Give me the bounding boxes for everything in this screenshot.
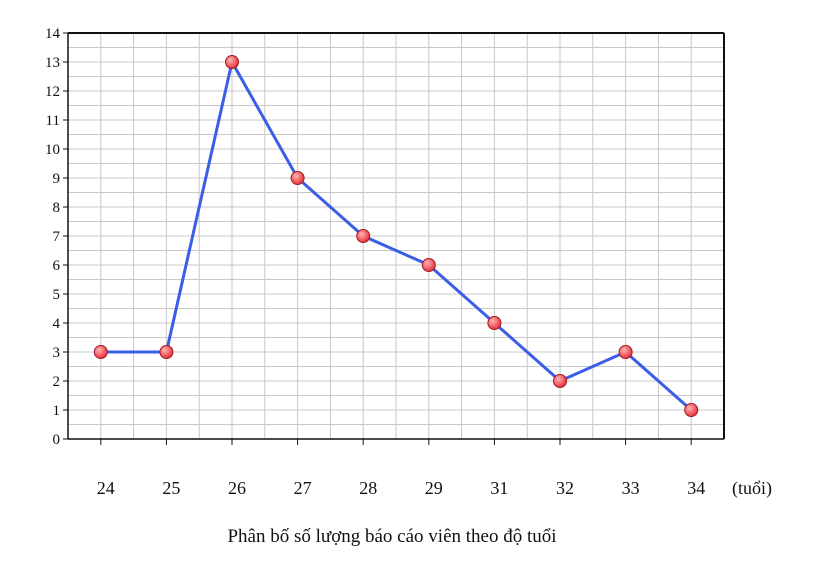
y-tick-label: 14 [45, 26, 61, 42]
x-unit-label: (tuổi) [732, 478, 772, 499]
data-point [290, 171, 305, 185]
x-tick-label: 25 [162, 478, 180, 498]
x-tick-label: 31 [490, 478, 508, 498]
x-tick-label: 26 [228, 478, 246, 498]
y-tick-label: 13 [45, 55, 60, 71]
data-point [356, 229, 371, 243]
y-tick-label: 0 [53, 432, 61, 448]
x-tick-label: 28 [359, 478, 377, 498]
y-tick-label: 8 [53, 200, 61, 216]
data-point [487, 316, 502, 330]
x-tick-label: 33 [622, 478, 640, 498]
y-tick-label: 7 [53, 229, 61, 245]
x-tick-label: 24 [97, 478, 115, 498]
y-tick-label: 3 [53, 345, 61, 361]
data-point [553, 374, 567, 388]
x-tick-label: 32 [556, 478, 574, 498]
data-point [225, 55, 239, 69]
y-tick-label: 6 [53, 258, 61, 274]
data-point [618, 345, 633, 359]
y-tick-label: 4 [53, 316, 61, 332]
x-axis-ticks: 24 25 26 27 28 29 31 32 33 34 [97, 439, 705, 498]
y-tick-label: 12 [45, 84, 60, 100]
x-tick-label: 27 [294, 478, 312, 498]
data-point [159, 345, 174, 359]
y-tick-label: 11 [46, 113, 60, 129]
y-tick-label: 1 [53, 403, 61, 419]
x-tick-label: 34 [687, 478, 705, 498]
y-tick-label: 9 [53, 171, 61, 187]
data-point [421, 258, 436, 272]
data-points [93, 55, 699, 417]
grid-lines [68, 32, 725, 440]
x-tick-label: 29 [425, 478, 443, 498]
data-point [684, 403, 699, 417]
series-line-group [100, 60, 693, 412]
data-point [93, 345, 108, 359]
chart-title: Phân bố số lượng báo cáo viên theo độ tu… [227, 526, 556, 547]
y-tick-label: 5 [53, 287, 61, 303]
y-tick-label: 10 [45, 142, 60, 158]
series-line [100, 60, 693, 412]
y-tick-label: 2 [53, 374, 61, 390]
